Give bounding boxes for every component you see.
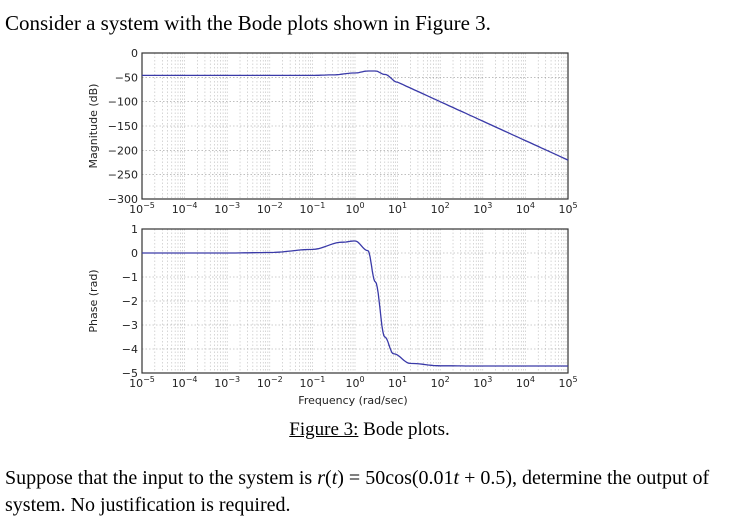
x-tick-label: 100 xyxy=(345,201,364,216)
y-tick-label: 1 xyxy=(131,223,138,236)
magnitude-curve xyxy=(142,70,569,161)
x-tick-label: 105 xyxy=(558,375,577,390)
x-tick-label: 102 xyxy=(431,375,450,390)
y-tick-label: −4 xyxy=(122,343,138,356)
x-tick-label: 10−1 xyxy=(300,375,326,390)
caption-text: Bode plots. xyxy=(358,419,450,440)
x-tick-label: 104 xyxy=(516,375,535,390)
phase-curve xyxy=(142,240,568,367)
x-tick-label: 103 xyxy=(473,375,492,390)
y-tick-label: −50 xyxy=(115,71,138,84)
x-tick-label: 10−5 xyxy=(129,375,155,390)
question-text: Suppose that the input to the system is … xyxy=(5,465,737,519)
x-tick-label: 10−5 xyxy=(129,201,155,216)
question-after: , determine the output of system. No jus… xyxy=(5,467,710,516)
y-tick-label: −300 xyxy=(108,193,138,206)
x-axis-label: Frequency (rad/sec) xyxy=(298,394,407,407)
y-tick-label: −3 xyxy=(122,319,138,332)
x-tick-label: 10−4 xyxy=(172,201,198,216)
y-axis-label: Magnitude (dB) xyxy=(87,84,100,169)
figure-caption: Figure 3: Bode plots. xyxy=(0,419,739,441)
plot-frame xyxy=(141,52,569,200)
x-tick-label: 10−3 xyxy=(214,201,240,216)
phase-plot: 10−1−2−3−4−510−5 10−4 10−3 10−2 10−1 100 101 10… xyxy=(87,223,578,407)
y-tick-label: 0 xyxy=(131,247,138,260)
y-tick-label: −250 xyxy=(108,169,138,182)
y-tick-label: −2 xyxy=(122,295,138,308)
y-tick-label: −1 xyxy=(122,271,138,284)
x-tick-label: 104 xyxy=(516,201,535,216)
y-tick-label: −100 xyxy=(108,96,138,109)
x-tick-label: 10−2 xyxy=(257,201,283,216)
x-tick-label: 101 xyxy=(388,201,407,216)
y-axis-label: Phase (rad) xyxy=(87,269,100,332)
intro-text: Consider a system with the Bode plots sh… xyxy=(5,11,491,35)
y-tick-label: −150 xyxy=(108,120,138,133)
input-signal-formula: r(t) = 50cos(0.01t + 0.5) xyxy=(317,467,513,489)
x-tick-label: 101 xyxy=(388,375,407,390)
figure-label: Figure 3: xyxy=(289,419,359,440)
question-before: Suppose that the input to the system is xyxy=(5,467,318,489)
x-tick-label: 10−3 xyxy=(214,375,240,390)
x-tick-label: 100 xyxy=(345,375,364,390)
y-tick-label: 0 xyxy=(131,47,138,60)
x-tick-label: 10−1 xyxy=(300,201,326,216)
x-tick-label: 102 xyxy=(431,201,450,216)
x-tick-label: 103 xyxy=(473,201,492,216)
plot-frame xyxy=(141,228,569,374)
x-tick-label: 105 xyxy=(558,201,577,216)
x-tick-label: 10−2 xyxy=(257,375,283,390)
y-tick-label: −5 xyxy=(122,367,138,380)
x-tick-label: 10−4 xyxy=(172,375,198,390)
y-tick-label: −200 xyxy=(108,144,138,157)
